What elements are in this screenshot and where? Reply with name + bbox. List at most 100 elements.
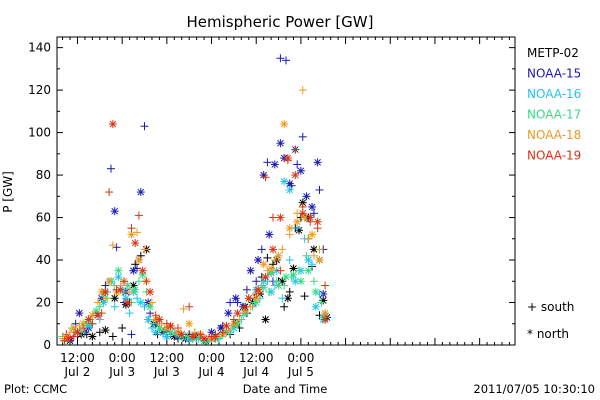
data-point-north xyxy=(134,256,143,265)
data-point-north xyxy=(268,245,277,254)
data-point-north xyxy=(304,266,313,275)
legend-entry: NOAA-19 xyxy=(527,149,581,163)
data-point-south xyxy=(127,224,136,233)
data-point-south xyxy=(317,298,326,307)
data-point-south xyxy=(293,160,302,169)
data-point-north xyxy=(313,217,322,226)
data-point-north xyxy=(285,185,294,194)
data-point-north xyxy=(276,213,285,222)
data-point-south xyxy=(97,309,106,318)
marker-legend: + south * north xyxy=(527,300,574,341)
data-point-south xyxy=(142,277,151,286)
data-point-north xyxy=(114,266,123,275)
y-tick-label: 80 xyxy=(36,168,51,182)
data-point-north xyxy=(282,273,290,282)
data-point-south xyxy=(265,287,274,296)
data-point-north xyxy=(291,277,300,286)
data-point-north xyxy=(136,188,145,197)
data-point-south xyxy=(88,319,97,328)
data-point-north xyxy=(110,207,119,216)
data-point-south xyxy=(159,330,168,339)
data-point-south xyxy=(133,294,142,303)
data-point-north xyxy=(315,256,324,265)
data-point-south xyxy=(315,245,324,254)
data-point-south xyxy=(300,292,309,301)
data-point-north xyxy=(311,287,320,296)
y-tick-label: 40 xyxy=(36,253,51,267)
legend-entry: NOAA-18 xyxy=(527,128,581,142)
data-point-north xyxy=(146,302,155,311)
data-point-south xyxy=(110,302,119,311)
data-point-south xyxy=(106,164,115,173)
data-point-north xyxy=(84,315,93,324)
x-tick-date-label: Jul 3 xyxy=(153,365,180,379)
data-point-north xyxy=(254,256,263,265)
data-point-north xyxy=(136,298,145,307)
data-point-north xyxy=(295,226,304,235)
data-point-south xyxy=(315,290,324,299)
data-point-north xyxy=(155,324,164,333)
data-point-north xyxy=(259,260,268,269)
data-point-south xyxy=(179,304,188,313)
data-point-south xyxy=(118,324,127,333)
data-point-north xyxy=(144,315,153,324)
data-point-north xyxy=(101,287,110,296)
x-tick-date-label: Jul 5 xyxy=(287,365,314,379)
data-point-north xyxy=(244,294,253,303)
data-point-south xyxy=(131,260,140,269)
legend-entry: NOAA-16 xyxy=(527,87,581,101)
data-point-north xyxy=(101,326,110,335)
x-tick-time-label: 0:00 xyxy=(198,351,225,365)
data-point-south xyxy=(270,256,279,265)
data-point-north xyxy=(291,171,300,180)
data-point-north xyxy=(123,298,132,307)
y-tick-label: 0 xyxy=(43,338,51,352)
data-points xyxy=(58,54,331,345)
data-point-north xyxy=(304,256,313,265)
data-point-north xyxy=(116,285,125,294)
plot-credit: Plot: CCMC xyxy=(4,382,67,396)
data-point-north xyxy=(131,285,140,294)
marker-legend-entry: + south xyxy=(527,300,574,314)
data-point-north xyxy=(259,171,268,180)
data-point-south xyxy=(315,311,324,320)
data-point-south xyxy=(174,324,183,333)
data-point-north xyxy=(146,287,155,296)
data-point-south xyxy=(278,245,287,254)
data-point-south xyxy=(218,328,227,337)
data-point-north xyxy=(276,139,285,148)
data-point-north xyxy=(88,332,97,341)
data-point-south xyxy=(280,302,289,311)
data-point-north xyxy=(285,224,294,233)
data-point-south xyxy=(263,158,272,167)
data-point-south xyxy=(241,302,250,311)
data-point-south xyxy=(69,332,78,341)
data-point-south xyxy=(140,245,149,254)
data-point-south xyxy=(120,277,129,286)
data-point-north xyxy=(224,309,233,318)
data-point-north xyxy=(177,330,186,339)
data-point-north xyxy=(93,311,102,320)
data-point-south xyxy=(134,211,143,220)
data-point-north xyxy=(308,202,317,211)
data-point-north xyxy=(293,217,302,226)
data-point-south xyxy=(127,330,136,339)
y-tick-label: 120 xyxy=(28,83,51,97)
marker-legend-entry: * north xyxy=(527,327,569,341)
x-tick-time-label: 0:00 xyxy=(109,351,136,365)
data-point-south xyxy=(133,228,142,237)
y-tick-label: 60 xyxy=(36,211,51,225)
data-point-south xyxy=(66,328,75,337)
data-point-north xyxy=(69,324,78,333)
data-point-south xyxy=(282,56,290,65)
data-point-south xyxy=(295,266,304,275)
plot-timestamp: 2011/07/05 10:30:10 xyxy=(473,382,595,396)
data-point-north xyxy=(261,273,270,282)
data-point-south xyxy=(79,324,88,333)
data-point-south xyxy=(309,209,318,218)
data-point-south xyxy=(95,328,104,337)
y-axis-label: P [GW] xyxy=(1,171,15,213)
y-axis: 0 20 40 60 80 100 120 140 xyxy=(28,41,515,352)
